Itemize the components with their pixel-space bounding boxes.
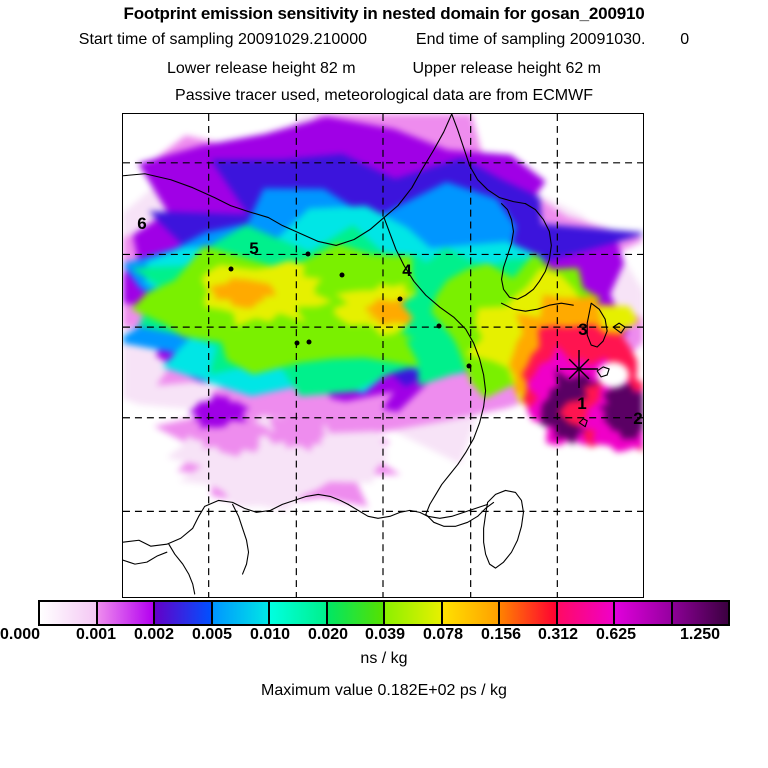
field-minimum-eye [597, 361, 630, 388]
colorbar-tick-5: 0.020 [307, 626, 349, 643]
trajectory-point-2 [339, 272, 345, 278]
colorbar-segment-10 [613, 602, 671, 624]
coastline-path-2 [500, 203, 552, 300]
colorbar-tick-2: 0.002 [133, 626, 175, 643]
coastline-path-12 [123, 551, 168, 565]
end-time-seconds: 0 [680, 31, 690, 48]
sampling-time-line: Start time of sampling 20091029.210000 E… [0, 31, 768, 49]
start-time-label: Start time of sampling 20091029.210000 [78, 31, 367, 48]
contour-band [188, 394, 250, 429]
coastline-overlay [123, 114, 643, 597]
colorbar-tick-labels: 0.000 0.001 0.002 0.005 0.010 0.020 0.039 0.078… [0, 626, 768, 648]
coastline-svg [123, 114, 626, 595]
coastline-path-9 [123, 493, 349, 547]
contour-band [265, 411, 327, 452]
coastline-path-6 [483, 489, 525, 569]
coastline-path-5 [425, 501, 495, 527]
colorbar-tick-1: 0.001 [75, 626, 117, 643]
page-title: Footprint emission sensitivity in nested… [123, 4, 645, 23]
coastline-path-11 [168, 543, 196, 595]
upper-release-height-label: Upper release height 62 m [412, 60, 602, 77]
release-site-star [560, 350, 598, 388]
coastline-path-0 [123, 114, 453, 247]
colorbar-segment-9 [555, 602, 613, 624]
trajectory-point-7 [306, 339, 312, 345]
colorbar-tick-6: 0.039 [364, 626, 406, 643]
contour-band [209, 277, 276, 309]
lower-release-height-label: Lower release height 82 m [166, 60, 356, 77]
trajectory-point-5 [466, 363, 472, 369]
trajectory-point-0 [228, 266, 234, 272]
coastline-path-15 [596, 366, 610, 378]
coastline-path-7 [586, 302, 608, 348]
coastline-path-8 [578, 418, 588, 428]
trajectory-point-3 [397, 296, 403, 302]
coastline-path-1 [451, 114, 526, 205]
colorbar-tick-9: 0.312 [537, 626, 579, 643]
colorbar [38, 600, 730, 626]
plume-age-label-3: 3 [578, 320, 588, 339]
field-svg [123, 114, 643, 597]
colorbar-segment-0 [40, 602, 96, 624]
plume-age-label-2: 2 [633, 409, 643, 428]
tracer-info-line: Passive tracer used, meteorological data… [175, 87, 593, 104]
colorbar-segments [38, 600, 730, 626]
plume-age-label-5: 5 [249, 239, 259, 258]
colorbar-segment-5 [325, 602, 383, 624]
coastline-path-4 [383, 217, 487, 515]
plume-markers-layer: 6 5 4 3 1 2 [123, 114, 643, 597]
colorbar-tick-8: 0.156 [480, 626, 522, 643]
colorbar-tick-11: 1.250 [679, 626, 721, 643]
colorbar-segment-1 [95, 602, 153, 624]
lat-lon-gridlines [123, 114, 643, 597]
colorbar-segment-8 [498, 602, 556, 624]
trajectory-point-6 [294, 340, 300, 346]
colorbar-segment-4 [268, 602, 326, 624]
colorbar-segment-6 [383, 602, 441, 624]
footprint-concentration-field [123, 114, 643, 597]
map-plot-area: 6 5 4 3 1 2 [122, 113, 644, 598]
colorbar-tick-3: 0.005 [191, 626, 233, 643]
plume-age-label-6: 6 [137, 214, 147, 233]
trajectory-point-4 [436, 323, 442, 329]
colorbar-segment-7 [440, 602, 498, 624]
colorbar-segment-3 [210, 602, 268, 624]
trajectory-point-1 [305, 251, 311, 257]
gridlines-svg [123, 114, 643, 597]
maximum-value-label: Maximum value 0.182E+02 ps / kg [261, 682, 507, 699]
release-height-line: Lower release height 82 m Upper release … [0, 60, 768, 78]
colorbar-tick-7: 0.078 [422, 626, 464, 643]
colorbar-tick-0: 0.000 [0, 626, 41, 643]
coastline-path-14 [427, 503, 489, 519]
colorbar-unit-label: ns / kg [360, 650, 408, 667]
colorbar-tick-10: 0.625 [595, 626, 637, 643]
colorbar-tick-4: 0.010 [249, 626, 291, 643]
plume-age-label-1: 1 [577, 394, 587, 413]
colorbar-segment-11 [670, 602, 728, 624]
contour-band [598, 384, 643, 440]
end-time-label: End time of sampling 20091030. [415, 31, 646, 48]
colorbar-segment-2 [153, 602, 211, 624]
plume-age-label-4: 4 [402, 261, 412, 280]
coastline-path-3 [500, 302, 574, 312]
coastline-path-13 [232, 503, 250, 575]
